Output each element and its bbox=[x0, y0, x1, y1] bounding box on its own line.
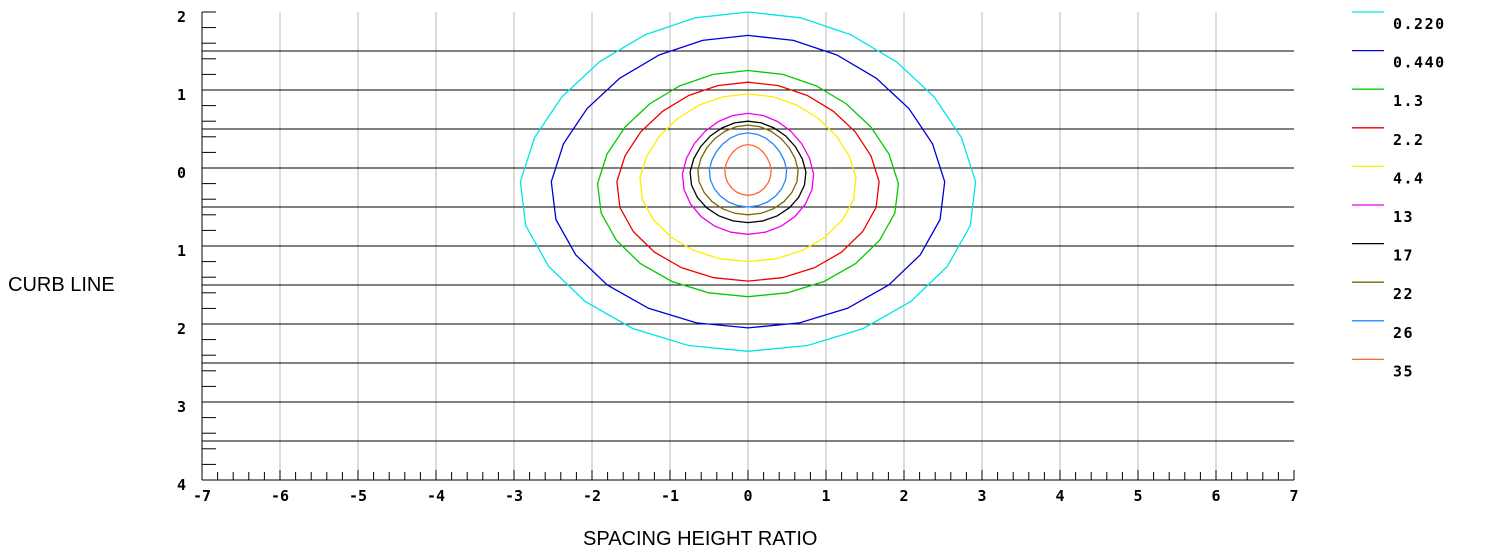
legend-label: 0.440 bbox=[1393, 54, 1446, 72]
x-tick-label: 2 bbox=[899, 487, 908, 505]
legend-label: 35 bbox=[1393, 362, 1414, 380]
x-tick-label: 5 bbox=[1133, 487, 1142, 505]
y-tick-label: 2 bbox=[177, 8, 186, 26]
x-tick-label: -4 bbox=[427, 487, 445, 505]
y-tick-label: 0 bbox=[177, 164, 186, 182]
x-tick-label: 3 bbox=[977, 487, 986, 505]
contour-line-8 bbox=[697, 124, 799, 216]
contour-line-4 bbox=[616, 81, 880, 282]
y-tick-label: 1 bbox=[177, 242, 186, 260]
x-tick-label: -2 bbox=[583, 487, 601, 505]
contour-lines bbox=[519, 11, 977, 352]
y-tick-label: 1 bbox=[177, 86, 186, 104]
legend-label: 2.2 bbox=[1393, 131, 1425, 149]
legend-label: 4.4 bbox=[1393, 169, 1425, 187]
x-tick-label: 4 bbox=[1055, 487, 1064, 505]
legend-label: 1.3 bbox=[1393, 92, 1425, 110]
contour-line-6 bbox=[681, 112, 815, 235]
legend-label: 17 bbox=[1393, 247, 1414, 265]
y-tick-label: 3 bbox=[177, 398, 186, 416]
axes: -7 -6 -5 -4 -3 -2 -1 0 1 2 3 4 5 6 7 2 1 0 1 2 3 4 bbox=[177, 8, 1299, 505]
x-tick-label: -7 bbox=[193, 487, 211, 505]
contour-line-2 bbox=[550, 34, 946, 329]
x-tick-label: -5 bbox=[349, 487, 367, 505]
contour-line-3 bbox=[596, 69, 900, 298]
contour-line-1 bbox=[519, 11, 977, 352]
legend-label: 26 bbox=[1393, 324, 1414, 342]
x-tick-label: 7 bbox=[1289, 487, 1298, 505]
x-tick-label: -3 bbox=[505, 487, 523, 505]
y-tick-label: 4 bbox=[177, 476, 186, 494]
y-tick-label: 2 bbox=[177, 320, 186, 338]
x-tick-label: -6 bbox=[271, 487, 289, 505]
x-tick-label: 1 bbox=[821, 487, 830, 505]
x-axis-title: SPACING HEIGHT RATIO bbox=[583, 528, 818, 550]
legend-label: 22 bbox=[1393, 285, 1414, 303]
legend-label: 0.220 bbox=[1393, 15, 1446, 33]
legend-label: 13 bbox=[1393, 208, 1414, 226]
x-tick-label: 0 bbox=[743, 487, 752, 505]
x-tick-label: -1 bbox=[661, 487, 679, 505]
contour-line-7 bbox=[689, 120, 807, 224]
contour-line-10 bbox=[724, 143, 772, 196]
x-tick-label: 6 bbox=[1211, 487, 1220, 505]
legend: 0.220 0.440 1.3 2.2 4.4 13 17 22 26 35 bbox=[1352, 11, 1446, 380]
y-axis-title: CURB LINE bbox=[8, 274, 115, 296]
contour-line-5 bbox=[639, 93, 857, 263]
contour-line-9 bbox=[708, 132, 788, 208]
